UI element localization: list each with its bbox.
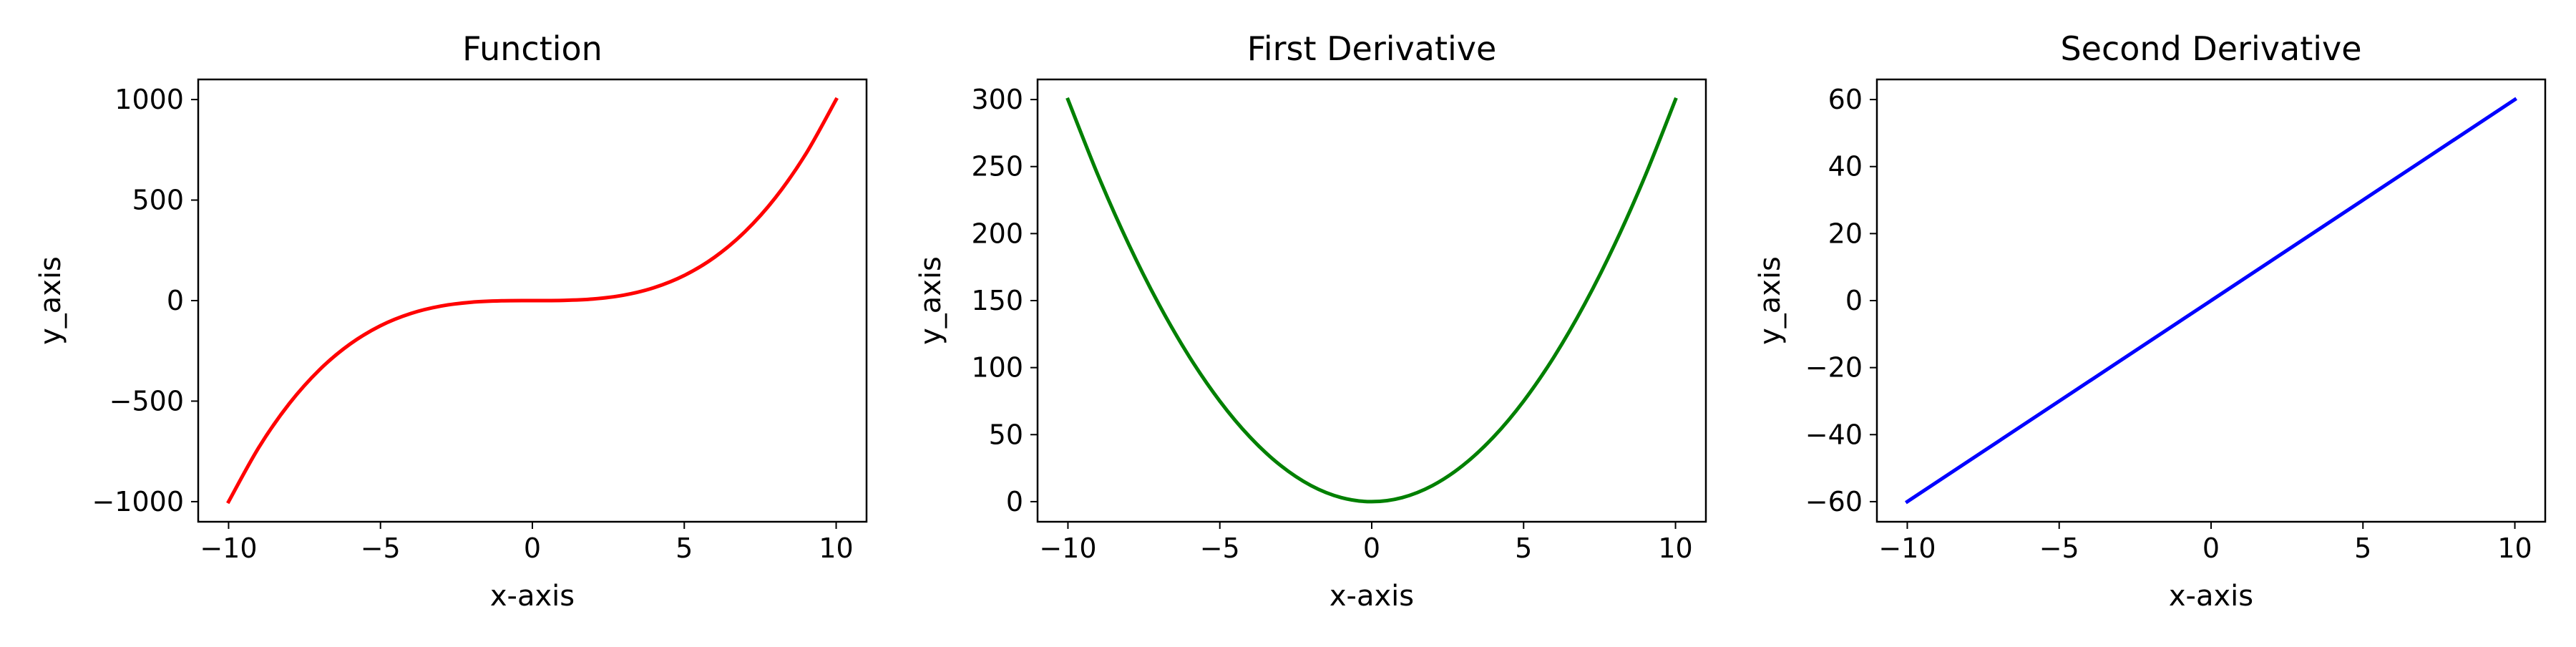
x-tick-label: −10 [200, 532, 257, 564]
chart-title: First Derivative [1247, 29, 1497, 68]
y-tick-label: 100 [971, 352, 1023, 384]
x-tick-label: 10 [1658, 532, 1692, 564]
x-tick-label: −5 [2039, 532, 2079, 564]
x-axis-label: x-axis [490, 580, 575, 613]
x-tick-label: −10 [1039, 532, 1096, 564]
y-tick-label: −40 [1805, 419, 1863, 450]
y-tick-label: 0 [1006, 486, 1023, 517]
subplot-function: Function x-axis y_axis −10 −5 0 5 10 −1000 −50… [34, 29, 868, 613]
x-tick-label: −5 [361, 532, 401, 564]
y-tick-label: 1000 [114, 84, 184, 115]
y-tick-label: 300 [971, 84, 1023, 115]
plot-area: −10 −5 0 5 10 −60 −40 −20 0 20 40 60 [1805, 78, 2547, 564]
y-tick-label: 0 [167, 285, 184, 316]
series-line [1065, 97, 1678, 504]
chart-title: Second Derivative [2060, 29, 2361, 68]
y-tick-label: 250 [971, 151, 1023, 183]
series-line [1904, 97, 2518, 505]
y-tick-label: 60 [1828, 84, 1863, 115]
subplot-second-derivative: Second Derivative x-axis y_axis −10 −5 0 5 1… [1754, 29, 2547, 613]
x-axis-label: x-axis [1330, 580, 1414, 613]
y-tick-label: −1000 [92, 486, 184, 517]
y-tick-label: 40 [1828, 151, 1863, 183]
x-tick-label: 10 [2497, 532, 2532, 564]
subplot-first-derivative: First Derivative x-axis y_axis −10 −5 0 5 10… [914, 29, 1707, 613]
y-tick-label: −20 [1805, 352, 1863, 384]
plot-area: −10 −5 0 5 10 −1000 −500 0 500 1000 [92, 78, 868, 564]
x-tick-label: 0 [2202, 532, 2220, 564]
x-tick-label: 5 [2354, 532, 2371, 564]
y-tick-label: −500 [109, 385, 184, 417]
y-axis-label: y_axis [1754, 256, 1787, 345]
y-tick-label: −60 [1805, 486, 1863, 517]
chart-title: Function [462, 29, 602, 68]
y-tick-label: 150 [971, 285, 1023, 316]
x-tick-label: −10 [1878, 532, 1936, 564]
y-axis-label: y_axis [914, 256, 947, 345]
y-tick-label: 20 [1828, 218, 1863, 249]
x-tick-label: 10 [819, 532, 853, 564]
y-tick-label: 50 [989, 419, 1023, 450]
x-tick-label: 5 [675, 532, 693, 564]
y-tick-label: 0 [1845, 285, 1863, 316]
x-axis-label: x-axis [2169, 580, 2253, 613]
series-line [226, 97, 839, 505]
x-tick-label: 5 [1515, 532, 1532, 564]
x-tick-label: −5 [1200, 532, 1240, 564]
x-tick-label: 0 [524, 532, 541, 564]
y-tick-label: 500 [132, 185, 184, 216]
x-tick-label: 0 [1363, 532, 1380, 564]
y-axis-label: y_axis [34, 256, 67, 345]
y-tick-label: 200 [971, 218, 1023, 249]
axes-frame [1036, 78, 1707, 523]
